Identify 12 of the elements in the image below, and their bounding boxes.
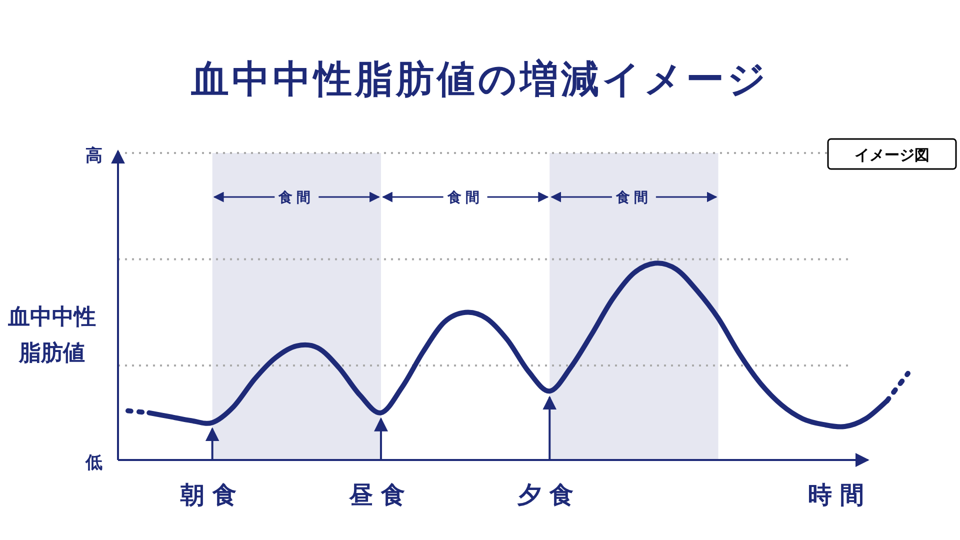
chart-title: 血中中性脂肪値の増減イメージ — [190, 57, 769, 101]
text: 食間 — [278, 190, 315, 206]
text: 食間 — [446, 190, 484, 206]
x-tick-label: 朝食 — [179, 481, 244, 509]
text: 低 — [84, 453, 102, 473]
text: イメージ図 — [854, 146, 930, 164]
y-axis-title: 血中中性脂肪値 — [7, 304, 97, 368]
text: 食間 — [614, 190, 652, 206]
x-axis-title: 時間 — [808, 481, 872, 509]
x-tick-label: 夕食 — [516, 481, 582, 509]
text: 高 — [86, 146, 102, 166]
x-tick-label: 昼食 — [348, 481, 413, 509]
